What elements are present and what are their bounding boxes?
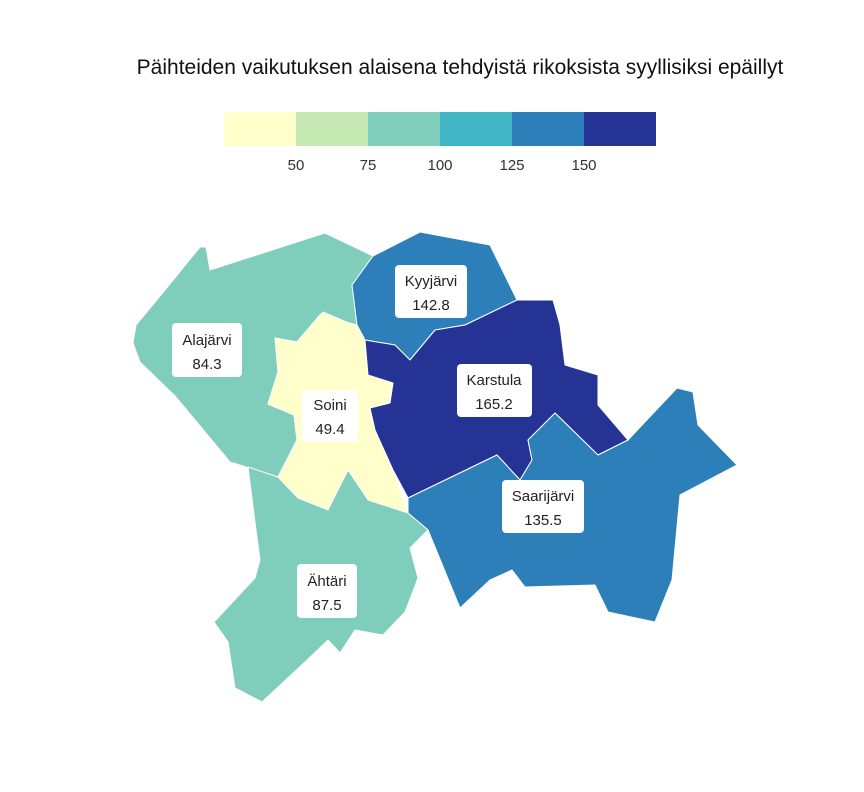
label-alajarvi: Alajärvi 84.3 [172, 323, 242, 377]
color-legend: 50 75 100 125 150 [224, 112, 656, 174]
region-value: 84.3 [192, 356, 221, 373]
legend-bin-2 [296, 112, 368, 146]
legend-tick: 125 [499, 157, 524, 174]
legend-bin-4 [440, 112, 512, 146]
region-labels: Alajärvi 84.3 Soini 49.4 Kyyjärvi 142.8 … [172, 265, 584, 618]
legend-tick: 75 [360, 157, 377, 174]
region-name: Soini [313, 397, 346, 414]
region-value: 142.8 [412, 297, 450, 314]
legend-bin-1 [224, 112, 296, 146]
region-value: 165.2 [475, 396, 513, 413]
region-name: Ähtäri [307, 573, 346, 590]
legend-tick: 150 [571, 157, 596, 174]
label-saarijarvi: Saarijärvi 135.5 [502, 480, 584, 533]
label-kyyjarvi: Kyyjärvi 142.8 [395, 265, 467, 318]
legend-bin-3 [368, 112, 440, 146]
region-name: Karstula [466, 372, 522, 389]
legend-bin-5 [512, 112, 584, 146]
label-ahtari: Ähtäri 87.5 [297, 564, 357, 618]
label-soini: Soini 49.4 [302, 390, 358, 442]
legend-tick: 50 [288, 157, 305, 174]
region-value: 135.5 [524, 512, 562, 529]
map-title: Päihteiden vaikutuksen alaisena tehdyist… [136, 56, 784, 79]
legend-bin-6 [584, 112, 656, 146]
region-value: 49.4 [315, 421, 344, 438]
legend-tick: 100 [427, 157, 452, 174]
label-karstula: Karstula 165.2 [457, 364, 532, 417]
region-name: Kyyjärvi [405, 273, 458, 290]
region-name: Alajärvi [182, 332, 231, 349]
region-value: 87.5 [312, 597, 341, 614]
region-name: Saarijärvi [512, 488, 575, 505]
